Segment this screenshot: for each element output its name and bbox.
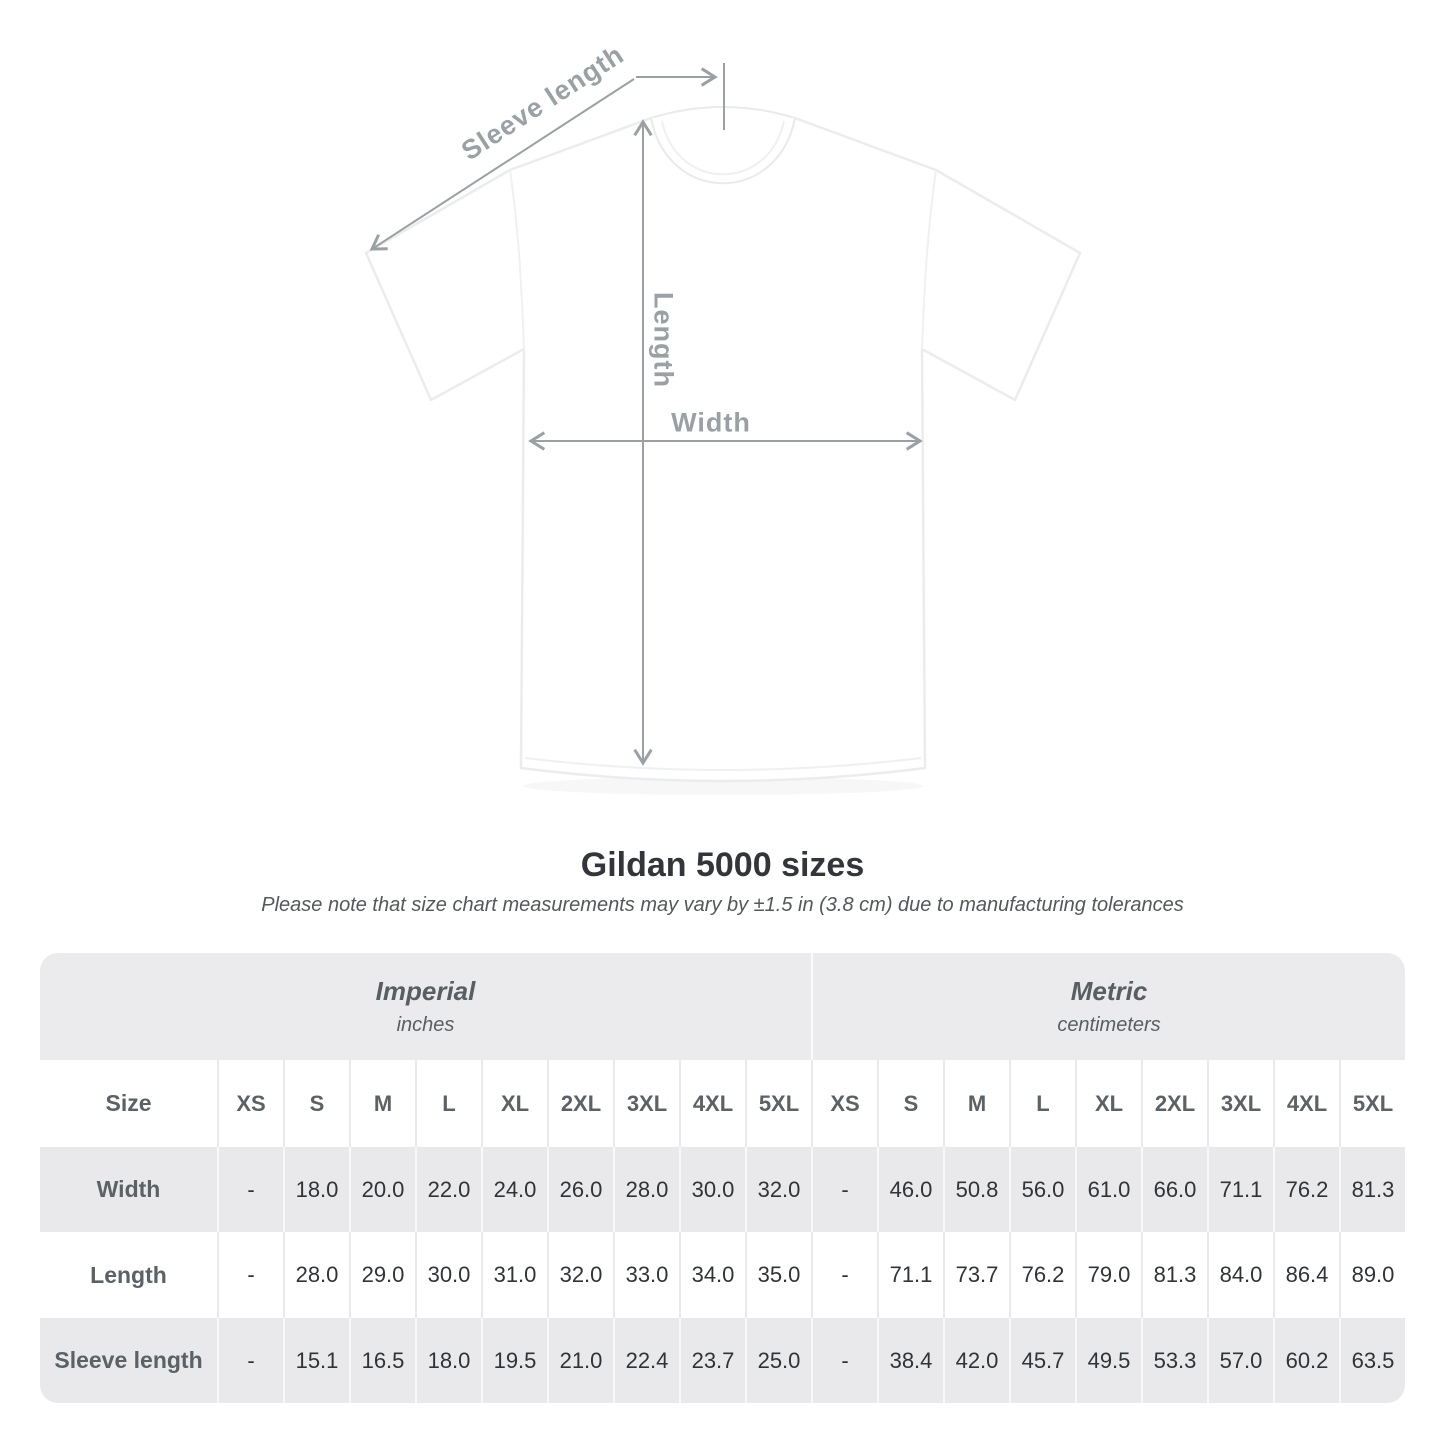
size-table: Imperial inches Metric centimeters Size … — [40, 953, 1405, 1403]
imperial-value-3xl: 33.0 — [613, 1232, 679, 1318]
metric-value-2xl: 81.3 — [1141, 1232, 1207, 1318]
size-header-cell: Size — [105, 1090, 152, 1116]
imperial-value-3xl: 22.4 — [613, 1318, 679, 1403]
metric-value-4xl: 76.2 — [1273, 1147, 1339, 1232]
size-col-header-metric-xl: XL — [1075, 1060, 1141, 1147]
metric-value-xl: 61.0 — [1075, 1147, 1141, 1232]
imperial-band-cell: Imperial inches — [40, 953, 811, 1060]
imperial-value-m: 29.0 — [349, 1232, 415, 1318]
size-col-header-imperial-3xl: 3XL — [613, 1060, 679, 1147]
size-col-header-imperial-xs: XS — [217, 1060, 283, 1147]
tshirt-illustration — [364, 63, 1082, 795]
metric-value-4xl: 60.2 — [1273, 1318, 1339, 1403]
size-col-header-imperial-xl: XL — [481, 1060, 547, 1147]
tolerance-note: Please note that size chart measurements… — [261, 894, 1184, 916]
metric-value-xl: 79.0 — [1075, 1232, 1141, 1318]
table-row-length: Length -28.0 29.0 30.0 31.0 32.0 33.0 34.0 35.0-… — [40, 1232, 1405, 1318]
size-col-header-metric-xs: XS — [811, 1060, 877, 1147]
metric-value-4xl: 86.4 — [1273, 1232, 1339, 1318]
metric-value-5xl: 89.0 — [1339, 1232, 1405, 1318]
size-col-header-metric-3xl: 3XL — [1207, 1060, 1273, 1147]
imperial-value-xs: - — [217, 1318, 283, 1403]
metric-value-l: 56.0 — [1009, 1147, 1075, 1232]
sleeve-length-arrow — [369, 78, 635, 251]
imperial-value-s: 15.1 — [283, 1318, 349, 1403]
metric-value-5xl: 63.5 — [1339, 1318, 1405, 1403]
row-label: Length — [90, 1261, 167, 1288]
imperial-value-xl: 19.5 — [481, 1318, 547, 1403]
metric-value-3xl: 84.0 — [1207, 1232, 1273, 1318]
imperial-value-2xl: 32.0 — [547, 1232, 613, 1318]
imperial-value-l: 30.0 — [415, 1232, 481, 1318]
size-col-header-imperial-4xl: 4XL — [679, 1060, 745, 1147]
metric-value-m: 50.8 — [943, 1147, 1009, 1232]
size-col-header-metric-2xl: 2XL — [1141, 1060, 1207, 1147]
imperial-value-m: 20.0 — [349, 1147, 415, 1232]
imperial-value-xl: 31.0 — [481, 1232, 547, 1318]
table-row-width: Width -18.0 20.0 22.0 24.0 26.0 28.0 30.0 32.0-4… — [40, 1147, 1405, 1232]
size-col-header-metric-s: S — [877, 1060, 943, 1147]
size-col-header-imperial-m: M — [349, 1060, 415, 1147]
imperial-sublabel: inches — [396, 1014, 455, 1036]
imperial-value-4xl: 23.7 — [679, 1318, 745, 1403]
length-label: Length — [648, 292, 679, 388]
metric-value-2xl: 53.3 — [1141, 1318, 1207, 1403]
imperial-value-4xl: 34.0 — [679, 1232, 745, 1318]
size-header-row: Size XS S M L XL 2XL 3XL 4XL 5XL XS S M L XL 2XL 3XL 4XL… — [40, 1060, 1405, 1147]
row-label: Width — [96, 1176, 161, 1202]
imperial-value-m: 16.5 — [349, 1318, 415, 1403]
imperial-value-s: 18.0 — [283, 1147, 349, 1232]
imperial-value-l: 22.0 — [415, 1147, 481, 1232]
metric-value-l: 45.7 — [1009, 1318, 1075, 1403]
metric-sublabel: centimeters — [1057, 1014, 1161, 1036]
metric-value-s: 38.4 — [877, 1318, 943, 1403]
tshirt-diagram: Sleeve length Length Width — [364, 39, 1082, 795]
imperial-value-xl: 24.0 — [481, 1147, 547, 1232]
metric-value-l: 76.2 — [1009, 1232, 1075, 1318]
metric-value-xs: - — [811, 1318, 877, 1403]
metric-value-xs: - — [811, 1147, 877, 1232]
metric-value-s: 46.0 — [877, 1147, 943, 1232]
metric-value-2xl: 66.0 — [1141, 1147, 1207, 1232]
unit-band-row: Imperial inches Metric centimeters — [40, 953, 1405, 1060]
metric-value-xs: - — [811, 1232, 877, 1318]
size-col-header-imperial-l: L — [415, 1060, 481, 1147]
metric-band-cell: Metric centimeters — [811, 953, 1405, 1060]
tshirt-shape — [364, 106, 1082, 795]
imperial-label: Imperial — [375, 976, 476, 1006]
size-col-header-imperial-s: S — [283, 1060, 349, 1147]
imperial-value-2xl: 21.0 — [547, 1318, 613, 1403]
row-label: Sleeve length — [54, 1347, 203, 1373]
table-body: Width -18.0 20.0 22.0 24.0 26.0 28.0 30.0 32.0-4… — [40, 1147, 1405, 1403]
imperial-value-l: 18.0 — [415, 1318, 481, 1403]
size-col-header-metric-l: L — [1009, 1060, 1075, 1147]
metric-value-xl: 49.5 — [1075, 1318, 1141, 1403]
imperial-value-5xl: 32.0 — [745, 1147, 811, 1232]
imperial-value-4xl: 30.0 — [679, 1147, 745, 1232]
page-title: Gildan 5000 sizes — [580, 846, 865, 884]
size-col-header-metric-4xl: 4XL — [1273, 1060, 1339, 1147]
metric-value-m: 73.7 — [943, 1232, 1009, 1318]
metric-value-3xl: 71.1 — [1207, 1147, 1273, 1232]
metric-value-5xl: 81.3 — [1339, 1147, 1405, 1232]
metric-value-3xl: 57.0 — [1207, 1318, 1273, 1403]
metric-value-s: 71.1 — [877, 1232, 943, 1318]
imperial-value-xs: - — [217, 1232, 283, 1318]
size-col-header-metric-m: M — [943, 1060, 1009, 1147]
imperial-value-3xl: 28.0 — [613, 1147, 679, 1232]
size-col-header-imperial-5xl: 5XL — [745, 1060, 811, 1147]
size-col-header-metric-5xl: 5XL — [1339, 1060, 1405, 1147]
metric-label: Metric — [1070, 976, 1148, 1006]
size-col-header-imperial-2xl: 2XL — [547, 1060, 613, 1147]
imperial-value-5xl: 25.0 — [745, 1318, 811, 1403]
imperial-value-5xl: 35.0 — [745, 1232, 811, 1318]
metric-value-m: 42.0 — [943, 1318, 1009, 1403]
width-label: Width — [671, 407, 751, 438]
table-row-sleeve-length: Sleeve length -15.1 16.5 18.0 19.5 21.0 22.4 23… — [40, 1318, 1405, 1403]
imperial-value-2xl: 26.0 — [547, 1147, 613, 1232]
imperial-value-xs: - — [217, 1147, 283, 1232]
imperial-value-s: 28.0 — [283, 1232, 349, 1318]
